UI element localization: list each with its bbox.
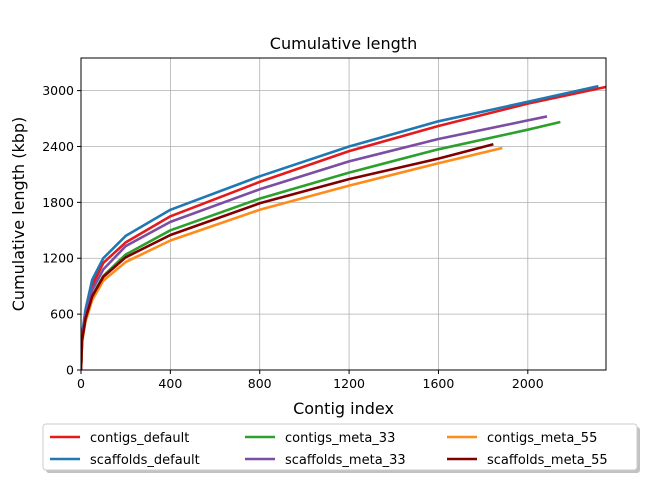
y-tick-label: 1800	[42, 195, 74, 210]
series-line-scaffolds-meta-55	[81, 143, 494, 370]
plot-frame	[80, 57, 607, 371]
y-tick-label: 1200	[42, 251, 74, 266]
y-tick-label: 3000	[42, 83, 74, 98]
legend-label: contigs_default	[90, 431, 189, 446]
y-tick-label: 2400	[42, 139, 74, 154]
x-tick-label: 1200	[333, 376, 365, 391]
y-tick-label: 600	[50, 307, 74, 322]
x-tick-label: 2000	[512, 376, 544, 391]
legend-label: scaffolds_meta_33	[285, 453, 406, 468]
x-tick-label: 800	[248, 376, 272, 391]
x-axis-label: Contig index	[293, 399, 394, 418]
x-axis-ticks: 0 400 800 1200 1600 2000	[77, 370, 544, 391]
chart-title: Cumulative length	[270, 34, 417, 53]
y-axis-ticks: 0 600 1200 1800 2400 3000	[42, 83, 81, 378]
legend-label: contigs_meta_33	[285, 431, 395, 446]
legend-label: scaffolds_default	[90, 453, 200, 468]
x-tick-label: 0	[77, 376, 85, 391]
x-tick-label: 400	[158, 376, 182, 391]
y-tick-label: 0	[66, 363, 74, 378]
legend-label: scaffolds_meta_55	[487, 453, 608, 468]
series-lines	[81, 84, 606, 370]
legend-box	[42, 423, 638, 471]
x-tick-label: 1600	[423, 376, 455, 391]
legend: contigs_default scaffolds_default contigs_…	[42, 423, 640, 473]
y-axis-label: Cumulative length (kbp)	[9, 117, 28, 312]
legend-label: contigs_meta_55	[487, 431, 597, 446]
